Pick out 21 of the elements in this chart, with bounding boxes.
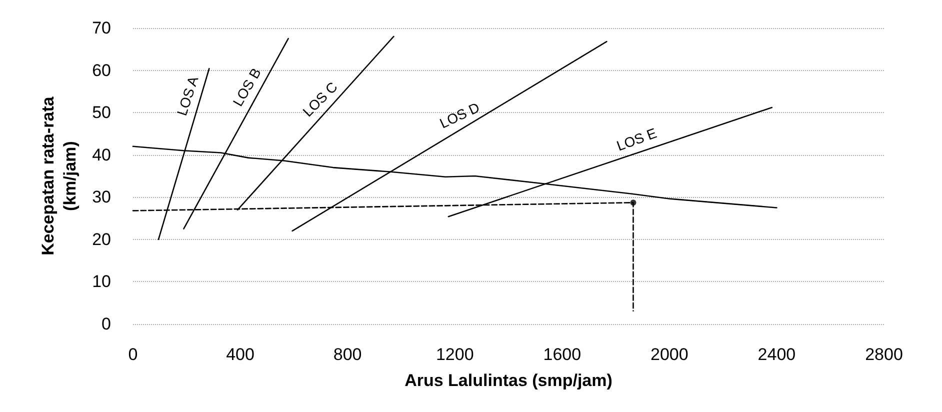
y-tick-label: 70 bbox=[92, 18, 111, 38]
annotation: LOS D bbox=[437, 99, 482, 132]
x-tick-label: 0 bbox=[128, 345, 138, 364]
x-tick-label: 400 bbox=[226, 345, 254, 364]
y-tick-label: 20 bbox=[92, 230, 111, 249]
annotation: LOS A bbox=[174, 74, 202, 118]
y-axis-title: Kecepatan rata-rata (km/jam) bbox=[38, 96, 80, 256]
y-tick-label: 50 bbox=[92, 103, 111, 122]
y-tick-label: 30 bbox=[92, 188, 111, 207]
annotation: LOS E bbox=[614, 124, 659, 154]
x-tick-label: 800 bbox=[333, 345, 362, 364]
y-tick-label: 40 bbox=[92, 145, 111, 164]
y-tick-label: 0 bbox=[102, 314, 111, 334]
x-tick-label: 1600 bbox=[543, 345, 582, 364]
y-tick-label: 10 bbox=[92, 272, 111, 292]
y-tick-label: 60 bbox=[92, 60, 111, 80]
x-axis-title: Arus Lalulintas (smp/jam) bbox=[404, 371, 612, 390]
x-tick-label: 2800 bbox=[865, 345, 903, 364]
x-tick-label: 1200 bbox=[436, 345, 474, 364]
x-tick-label: 2000 bbox=[650, 345, 688, 364]
x-tick-label: 2400 bbox=[758, 345, 796, 364]
